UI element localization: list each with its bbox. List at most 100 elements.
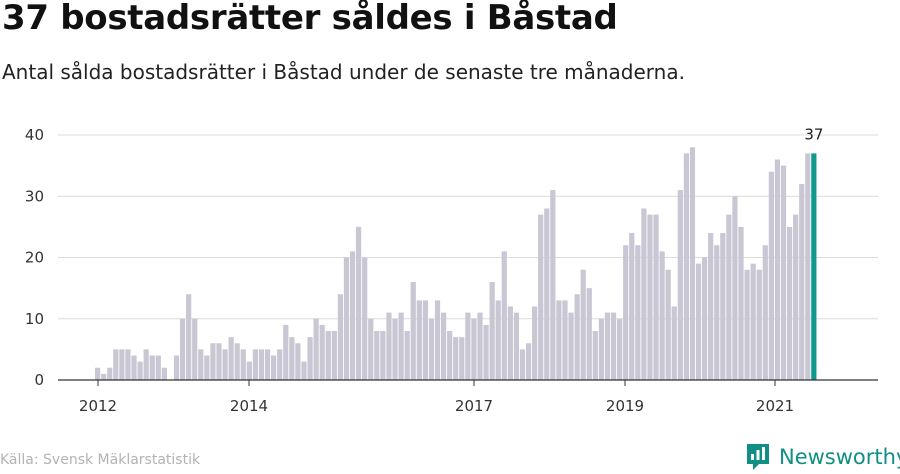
bar bbox=[732, 196, 738, 380]
bar bbox=[586, 288, 592, 380]
bar bbox=[653, 214, 659, 380]
bar bbox=[677, 190, 683, 380]
bar bbox=[252, 349, 259, 380]
bars bbox=[95, 147, 817, 380]
bar bbox=[95, 367, 101, 380]
bar bbox=[149, 355, 155, 380]
bar bbox=[107, 367, 113, 380]
newsworthy-icon bbox=[747, 444, 769, 470]
bar bbox=[720, 233, 726, 380]
bar bbox=[410, 282, 416, 380]
bar bbox=[708, 233, 714, 380]
bar bbox=[319, 324, 325, 380]
bar bbox=[738, 226, 744, 380]
chart-title: 37 bostadsrätter såldes i Båstad bbox=[2, 0, 618, 38]
bar bbox=[568, 312, 574, 380]
brand-logo[interactable]: Newsworthy bbox=[745, 442, 900, 472]
bar bbox=[143, 349, 149, 380]
bar bbox=[440, 312, 447, 380]
brand-name: Newsworthy bbox=[779, 445, 900, 469]
bar bbox=[756, 269, 762, 380]
bar bbox=[289, 337, 295, 380]
bar bbox=[422, 300, 428, 380]
bar bbox=[301, 361, 307, 380]
bar bbox=[604, 312, 611, 380]
bar bbox=[374, 331, 380, 380]
bar bbox=[161, 367, 167, 380]
bar bbox=[198, 349, 204, 380]
y-tick-label: 30 bbox=[25, 187, 44, 205]
x-tick-label: 2021 bbox=[756, 397, 794, 415]
bar bbox=[246, 361, 252, 380]
bar bbox=[258, 349, 265, 380]
bar bbox=[780, 165, 787, 380]
bar bbox=[173, 355, 180, 380]
bar bbox=[155, 355, 161, 380]
bar bbox=[623, 245, 629, 380]
bar bbox=[774, 159, 781, 380]
bar bbox=[556, 300, 562, 380]
bar bbox=[592, 331, 598, 380]
bar bbox=[368, 318, 374, 380]
bar bbox=[204, 355, 210, 380]
bar bbox=[179, 318, 186, 380]
bar bbox=[629, 233, 635, 380]
y-tick-label: 0 bbox=[34, 371, 44, 389]
bar bbox=[465, 312, 471, 380]
bar bbox=[483, 324, 489, 380]
highlight-data-label: 37 bbox=[804, 125, 823, 143]
bar bbox=[471, 318, 477, 380]
bar bbox=[277, 349, 283, 380]
bar bbox=[695, 263, 702, 380]
bar bbox=[125, 349, 131, 380]
bar bbox=[489, 282, 495, 380]
bar bbox=[610, 312, 617, 380]
x-tick-label: 2017 bbox=[455, 397, 493, 415]
bar bbox=[210, 343, 216, 380]
bar bbox=[525, 343, 532, 380]
bar bbox=[768, 171, 774, 380]
source-note: Källa: Svensk Mäklarstatistik bbox=[0, 452, 201, 468]
bar bbox=[447, 331, 453, 380]
bar bbox=[349, 251, 356, 380]
bar bbox=[507, 306, 513, 380]
bar bbox=[550, 190, 556, 380]
bar bbox=[580, 269, 586, 380]
bar bbox=[519, 349, 526, 380]
bar bbox=[702, 257, 708, 380]
bar bbox=[362, 257, 368, 380]
bar bbox=[380, 331, 386, 380]
bar bbox=[131, 355, 137, 380]
bar bbox=[325, 331, 331, 380]
bar bbox=[683, 153, 689, 380]
y-axis-ticks: 0 10 20 30 40 bbox=[25, 126, 44, 389]
bar bbox=[119, 349, 125, 380]
bar bbox=[793, 214, 799, 380]
bar bbox=[428, 318, 435, 380]
bar bbox=[234, 343, 240, 380]
bar bbox=[805, 153, 811, 380]
bar bbox=[671, 306, 677, 380]
bar bbox=[459, 337, 465, 380]
bar bbox=[544, 208, 550, 380]
bar bbox=[392, 318, 398, 380]
bar bbox=[331, 331, 337, 380]
bar bbox=[562, 300, 568, 380]
bar bbox=[295, 343, 301, 380]
bar bbox=[264, 349, 271, 380]
y-tick-label: 20 bbox=[25, 249, 44, 267]
bar bbox=[386, 312, 392, 380]
y-tick-label: 40 bbox=[25, 126, 44, 144]
bar bbox=[398, 312, 404, 380]
bar bbox=[659, 251, 665, 380]
bar bbox=[641, 208, 647, 380]
x-axis: 2012 2014 2017 2019 2021 bbox=[58, 379, 878, 415]
bar bbox=[222, 349, 228, 380]
bar-highlight bbox=[811, 153, 817, 380]
data-labels: 37 bbox=[804, 125, 823, 143]
bar bbox=[574, 294, 580, 380]
bar bbox=[453, 337, 459, 380]
bar bbox=[356, 226, 362, 380]
x-tick-label: 2012 bbox=[79, 397, 117, 415]
